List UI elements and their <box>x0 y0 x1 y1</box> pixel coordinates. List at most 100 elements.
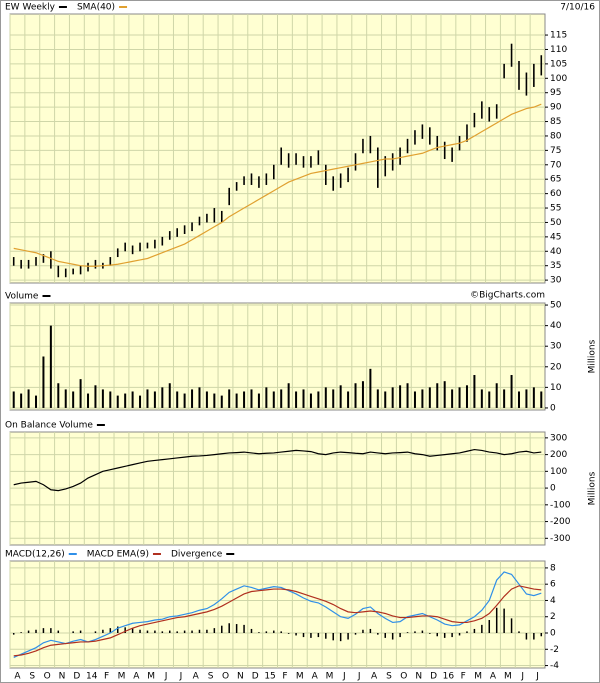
volume-bar <box>361 381 364 408</box>
x-tick-label: M <box>147 672 155 682</box>
volume-bar <box>287 383 290 408</box>
y-tick-label: 100 <box>550 467 567 477</box>
volume-bar <box>295 391 298 408</box>
volume-bar <box>465 385 468 408</box>
x-tick-label: M <box>504 672 512 682</box>
y-tick-label: 105 <box>550 59 567 69</box>
x-tick-label: N <box>59 672 66 682</box>
y-tick-label: 30 <box>550 342 562 352</box>
y-tick-label: 40 <box>550 321 562 331</box>
y-tick-label: 100 <box>550 74 567 84</box>
x-tick-label: A <box>312 672 319 682</box>
volume-bar <box>213 393 216 408</box>
volume-bar <box>79 379 82 408</box>
y-tick-label: -200 <box>550 517 571 527</box>
volume-bar <box>406 383 409 408</box>
x-tick-label: O <box>44 672 51 682</box>
volume-bar <box>35 395 38 408</box>
volume-bar <box>220 395 223 408</box>
volume-bar <box>191 389 194 408</box>
volume-bar <box>243 391 246 408</box>
x-tick-label: M <box>474 672 482 682</box>
y-tick-label: 70 <box>550 160 562 170</box>
x-tick-label: M <box>326 672 334 682</box>
volume-bar <box>413 391 416 408</box>
x-tick-label: O <box>400 672 407 682</box>
volume-bar <box>309 393 312 408</box>
volume-bar <box>428 387 431 408</box>
volume-bar <box>302 389 305 408</box>
legend-label: SMA(40) <box>77 3 115 13</box>
volume-bar <box>205 391 208 408</box>
volume-bar <box>495 383 498 408</box>
volume-bar <box>458 387 461 408</box>
x-tick-label: J <box>520 672 524 682</box>
y-tick-label: 4 <box>550 596 556 606</box>
volume-bar <box>332 389 335 408</box>
x-tick-label: 15 <box>264 672 275 682</box>
line <box>13 103 542 267</box>
volume-bar <box>116 395 119 408</box>
chart-date: 7/10/16 <box>560 3 595 13</box>
x-tick-label: A <box>490 672 497 682</box>
volume-bar <box>399 385 402 408</box>
legend-label: Divergence <box>171 550 223 560</box>
volume-bar <box>57 383 60 408</box>
y-tick-label: 45 <box>550 232 561 242</box>
legend-label: MACD(12,26) <box>5 550 65 560</box>
y-tick-label: -2 <box>550 645 559 655</box>
x-tick-label: F <box>282 672 287 682</box>
volume-bar <box>131 391 134 408</box>
volume-bar <box>436 383 439 408</box>
x-tick-label: N <box>415 672 422 682</box>
y-tick-label: 85 <box>550 117 561 127</box>
x-tick-label: 14 <box>86 672 98 682</box>
y-tick-label: 2 <box>550 612 556 622</box>
line <box>13 585 542 657</box>
y-tick-label: 110 <box>550 45 567 55</box>
volume-bar <box>161 387 164 408</box>
volume-bar <box>280 389 283 408</box>
y-tick-label: -100 <box>550 500 571 510</box>
y-tick-label: 115 <box>550 31 567 41</box>
x-tick-label: S <box>208 672 214 682</box>
x-tick-label: S <box>386 672 392 682</box>
volume-bar <box>369 368 372 408</box>
volume-bar <box>12 391 15 408</box>
y-tick-label: 35 <box>550 261 561 271</box>
volume-bar <box>443 381 446 408</box>
volume-bar <box>153 391 156 408</box>
volume-bar <box>250 389 253 408</box>
credit: ©BigCharts.com <box>470 291 545 301</box>
y-tick-label: 55 <box>550 204 561 214</box>
y-tick-label: 200 <box>550 450 567 460</box>
volume-bar <box>257 393 260 408</box>
y-tick-label: 10 <box>550 383 562 393</box>
volume-bar <box>64 389 67 408</box>
volume-bar <box>384 391 387 408</box>
y-tick-label: 60 <box>550 189 562 199</box>
volume-bar <box>176 391 179 408</box>
y-tick-label: 40 <box>550 247 562 257</box>
x-tick-label: J <box>357 672 361 682</box>
volume-bar <box>317 391 320 408</box>
volume-bar <box>510 375 513 408</box>
volume-bar <box>473 375 476 408</box>
x-tick-label: D <box>73 672 80 682</box>
volume-bar <box>94 385 97 408</box>
y-tick-label: 300 <box>550 433 567 443</box>
volume-bar <box>228 389 231 408</box>
volume-bar <box>265 387 268 408</box>
y-tick-label: 0 <box>550 629 556 639</box>
volume-bar <box>146 389 149 408</box>
legend-label: Volume <box>5 292 39 302</box>
volume-bar <box>109 391 112 408</box>
legend-label: On Balance Volume <box>5 421 93 431</box>
volume-bar <box>451 389 454 408</box>
x-tick-label: A <box>133 672 140 682</box>
volume-bar <box>72 391 75 408</box>
x-tick-label: F <box>104 672 109 682</box>
y-tick-label: 0 <box>550 403 556 413</box>
y-tick-label: 50 <box>550 301 562 311</box>
